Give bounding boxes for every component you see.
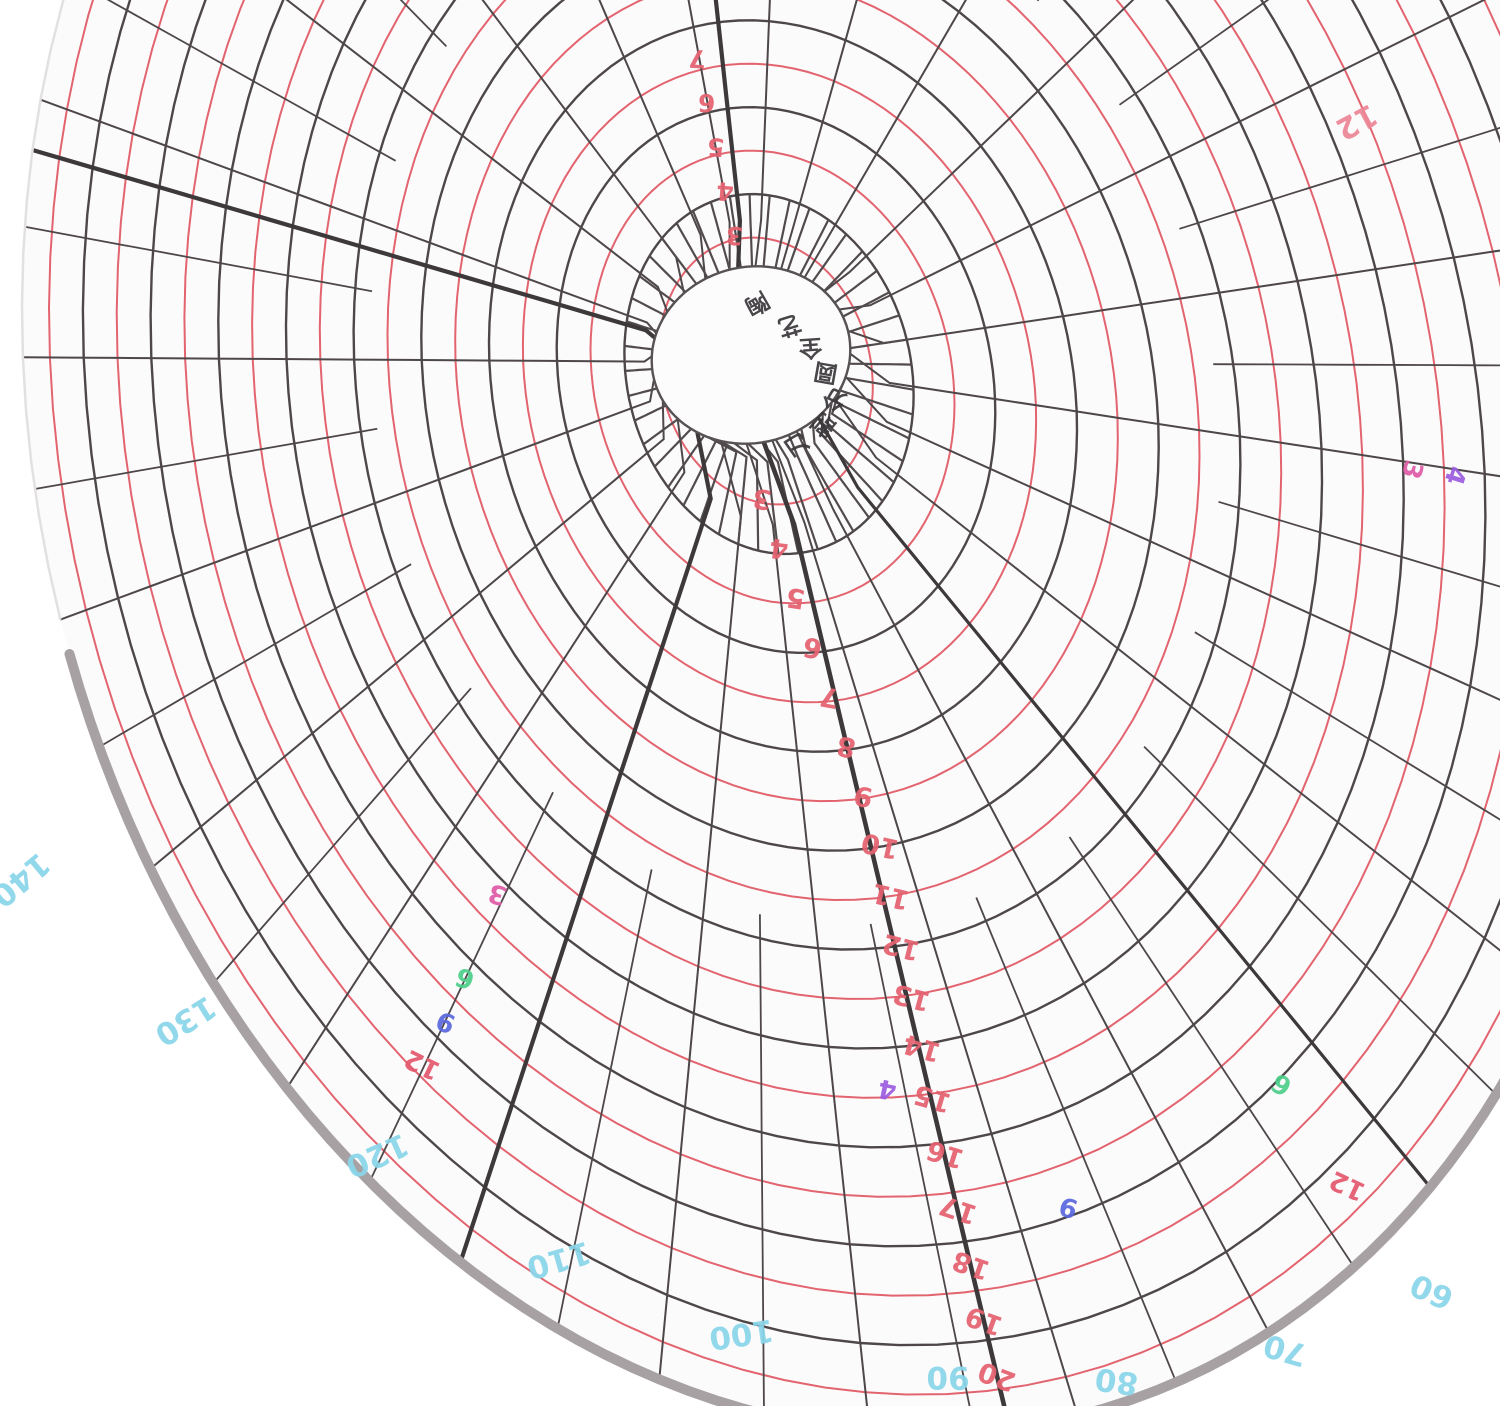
thick-radial — [458, 432, 713, 1263]
radial-line-outer — [556, 869, 653, 1329]
thick-radial — [761, 441, 1012, 1406]
radial-line-outer — [869, 923, 976, 1406]
radial-line-outer — [98, 563, 412, 748]
rim-number-140: 140 — [0, 845, 57, 914]
radial-line — [754, 0, 794, 267]
thick-radial — [31, 147, 657, 340]
radial-line — [839, 0, 1500, 311]
fan-spoke — [682, 423, 720, 507]
radial-line — [286, 418, 686, 1089]
radial-line — [780, 0, 1005, 270]
fan-spoke — [800, 428, 855, 532]
axis-number-up-6: 6 — [697, 88, 716, 118]
axis-number-down-6: 6 — [801, 630, 825, 664]
radial-line — [795, 430, 1270, 1333]
fan-spoke — [733, 442, 760, 551]
division-number-4: 4 — [875, 1072, 899, 1105]
axis-number-down-7: 7 — [818, 680, 842, 714]
radial-line-outer — [1143, 745, 1497, 1096]
fan-spoke — [774, 438, 819, 550]
center-label-disc — [650, 265, 852, 445]
axis-number-up-7: 7 — [688, 43, 707, 73]
disc-edge-band — [64, 649, 1500, 1406]
radial-line — [231, 0, 685, 294]
radial-line-outer — [34, 427, 378, 490]
center-label-char: 圆 — [812, 357, 839, 387]
radial-line-outer — [1179, 106, 1500, 230]
radial-line-outer — [1118, 0, 1450, 106]
radial-line-outer — [1213, 363, 1500, 367]
fan-spoke — [747, 442, 780, 554]
disc-edge-faint — [20, 0, 65, 620]
fan-spoke — [835, 367, 914, 416]
radial-line-outer — [1218, 500, 1500, 629]
fan-spoke — [820, 412, 884, 502]
radial-line — [823, 0, 1377, 293]
fan-spoke — [830, 391, 904, 463]
fan-spoke — [787, 434, 838, 543]
fan-spoke — [707, 436, 738, 535]
radial-line — [60, 379, 655, 621]
center-label-char: 全 — [797, 333, 824, 362]
fan-spoke — [811, 421, 870, 519]
radial-line — [849, 352, 1500, 499]
rim-number-90: 90 — [926, 1359, 969, 1395]
radial-line — [111, 0, 669, 313]
radial-line-outer — [24, 225, 373, 293]
axis-number-up-4: 4 — [715, 176, 734, 206]
radial-line — [745, 443, 871, 1406]
radial-line-outer — [69, 0, 397, 162]
radial-line — [847, 234, 1500, 345]
radial-line-outer — [212, 687, 472, 984]
radial-line — [833, 397, 1500, 992]
thick-radial — [650, 0, 743, 268]
axis-number-up-3: 3 — [725, 220, 744, 250]
fan-spoke — [695, 430, 729, 522]
rim-number-80: 80 — [1093, 1360, 1141, 1402]
axis-number-down-4: 4 — [767, 531, 790, 564]
radial-line — [844, 376, 1500, 757]
fan-spoke — [720, 440, 748, 545]
radial-line — [392, 0, 707, 279]
radial-line-outer — [975, 897, 1178, 1383]
radial-line — [803, 0, 1204, 279]
fan-spoke — [833, 379, 910, 440]
radial-line-outer — [1068, 836, 1355, 1268]
radial-line-outer — [759, 914, 765, 1406]
radial-line-outer — [368, 791, 554, 1182]
axis-number-down-5: 5 — [784, 581, 807, 614]
radial-line — [40, 98, 658, 334]
radial-line — [22, 355, 653, 363]
axis-number-down-3: 3 — [751, 482, 773, 515]
rim-number-130: 130 — [148, 988, 222, 1053]
rim-number-60: 60 — [1405, 1266, 1459, 1316]
disc-surface — [22, 0, 1500, 1406]
radial-line — [771, 440, 1079, 1406]
thick-radial — [816, 416, 1432, 1189]
radial-line — [149, 400, 665, 870]
radial-line — [658, 440, 742, 1380]
rim-number-100: 100 — [707, 1312, 776, 1357]
fan-spoke — [826, 402, 895, 484]
axis-number-up-5: 5 — [706, 132, 725, 162]
radial-line-outer — [1194, 631, 1500, 878]
radial-line — [583, 0, 731, 270]
